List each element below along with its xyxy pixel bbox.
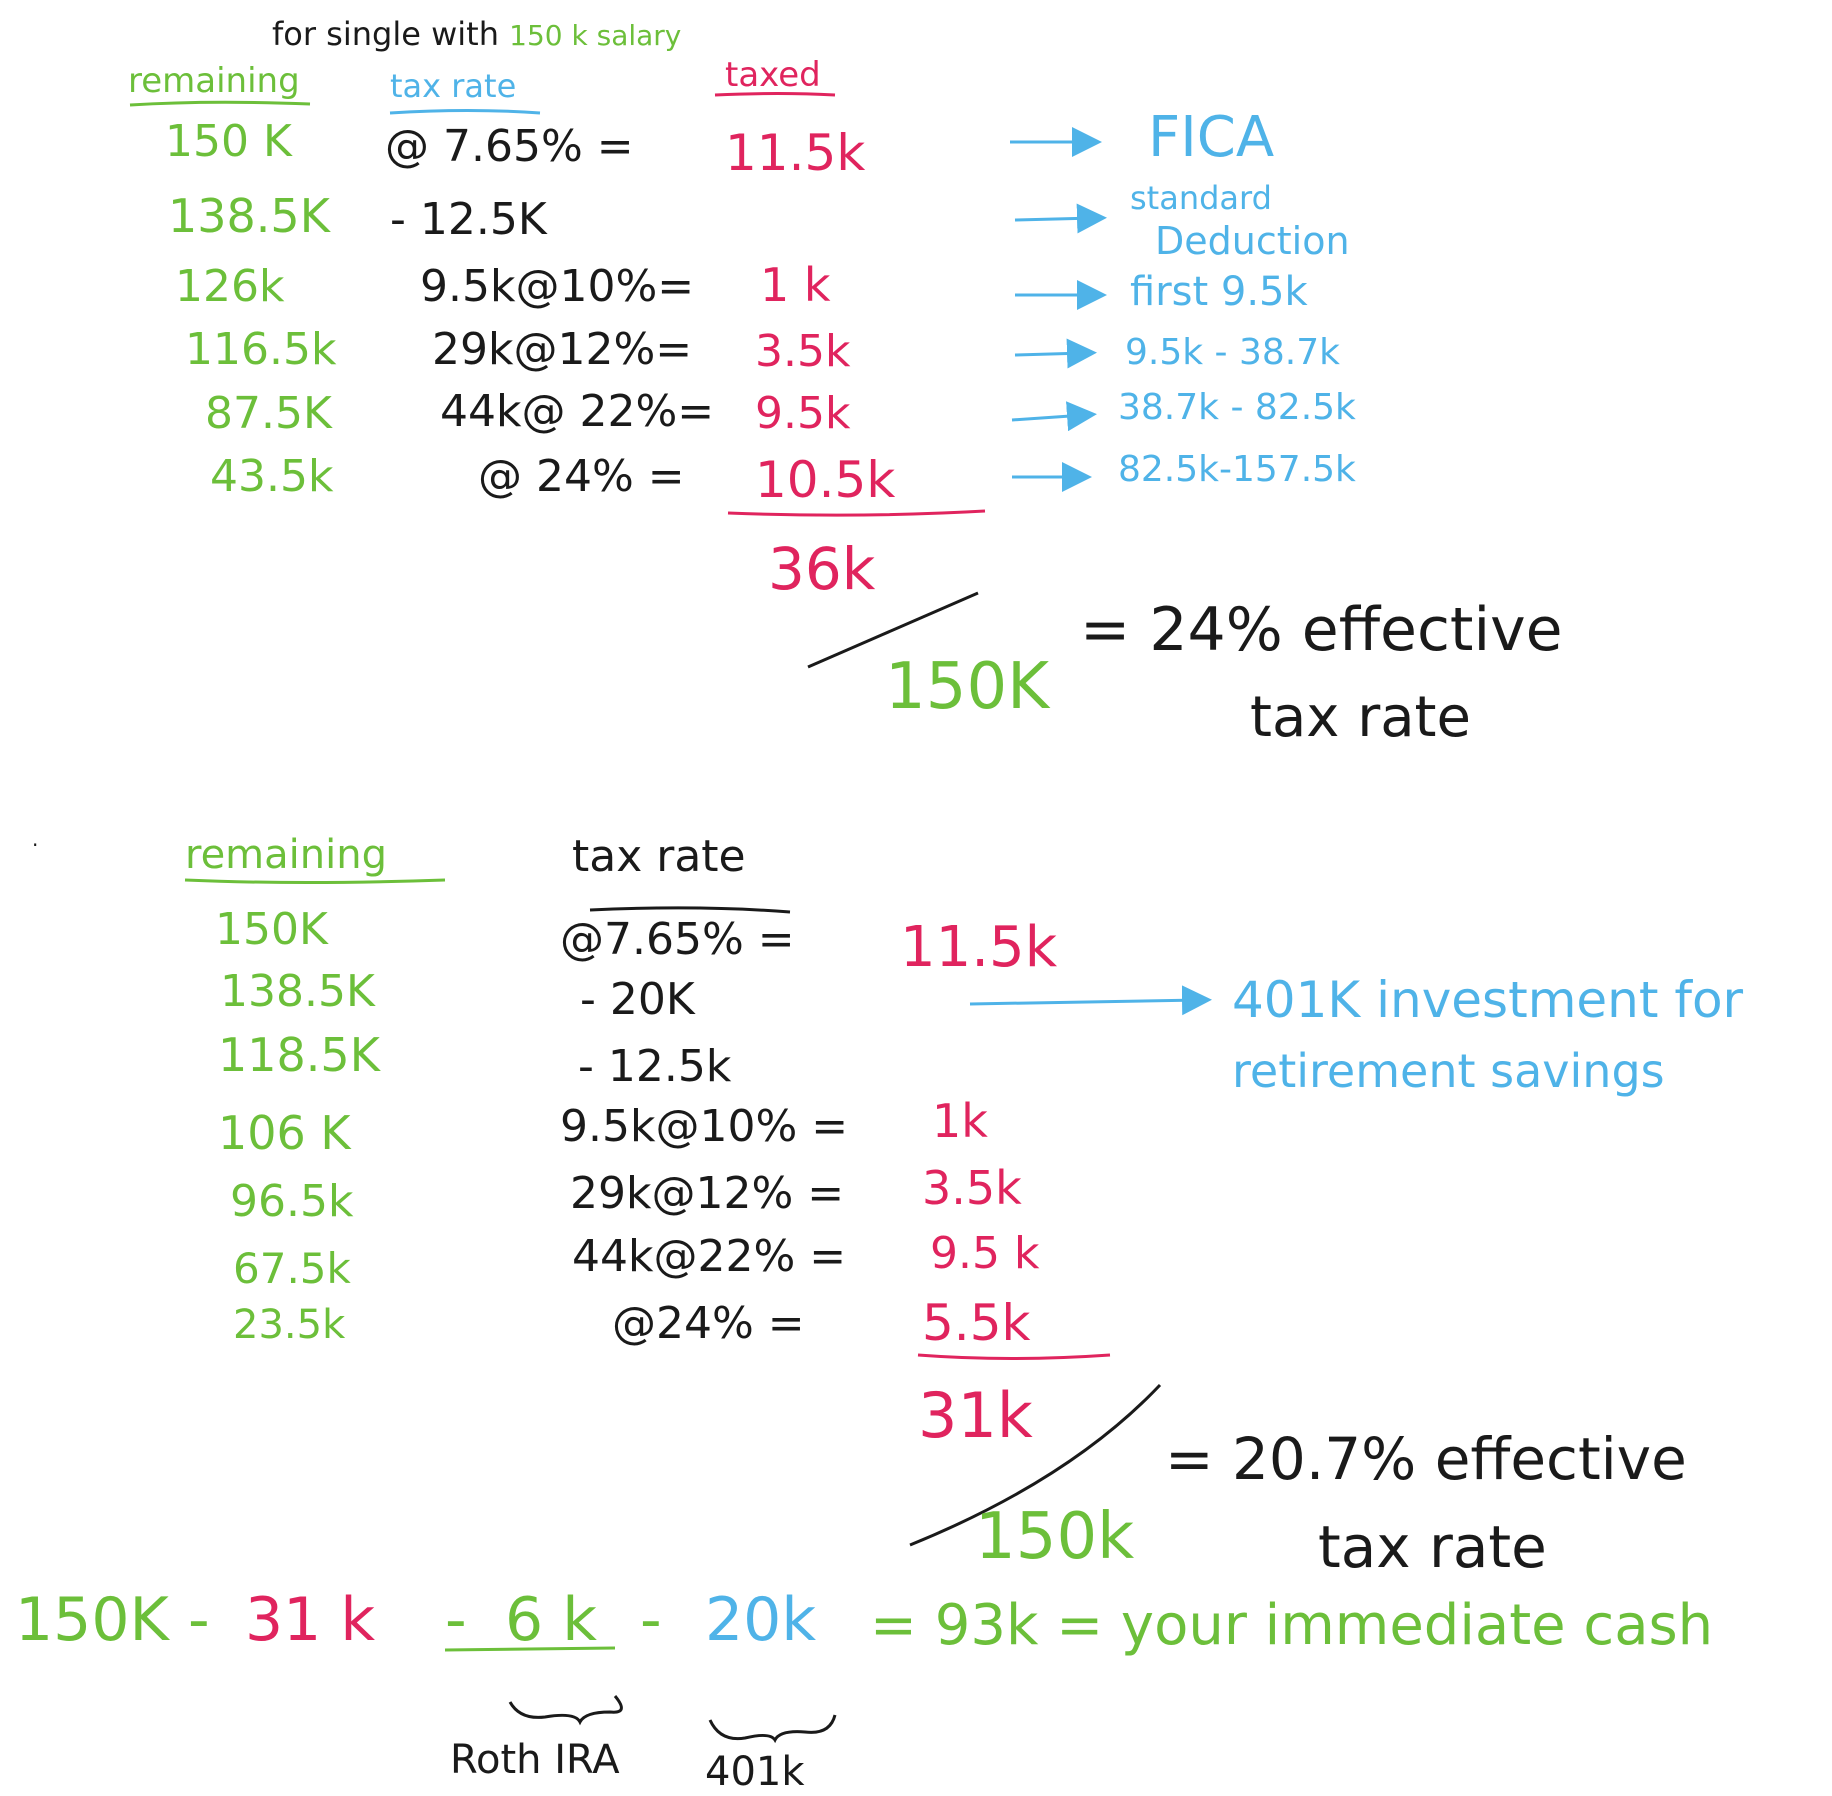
top-remaining-2: 126k bbox=[175, 261, 285, 312]
bottom-taxed-2: 3.5k bbox=[922, 1161, 1022, 1215]
underline-taxrate-top bbox=[389, 109, 541, 115]
top-note-fica: FICA bbox=[1148, 105, 1275, 170]
top-rate-2: 9.5k@10%= bbox=[420, 261, 695, 312]
stray-dot: · bbox=[32, 833, 39, 857]
top-denominator: 150K bbox=[885, 650, 1050, 724]
top-remaining-0: 150 K bbox=[165, 116, 292, 167]
top-note-first: first 9.5k bbox=[1130, 269, 1308, 315]
top-remaining-5: 43.5k bbox=[210, 451, 334, 502]
top-note-bracket4: 82.5k-157.5k bbox=[1118, 449, 1356, 490]
top-result-line2: tax rate bbox=[1250, 685, 1471, 750]
bottom-rate-5: 44k@22% = bbox=[572, 1231, 847, 1282]
bottom-taxed-0: 11.5k bbox=[900, 915, 1058, 980]
top-taxed-1: 1 k bbox=[760, 258, 831, 312]
bottom-taxed-3: 9.5 k bbox=[930, 1228, 1040, 1279]
top-rate-1: - 12.5K bbox=[390, 194, 547, 245]
top-taxed-3: 9.5k bbox=[755, 388, 851, 439]
equation-401k-label: 401k bbox=[705, 1749, 805, 1795]
top-header-taxrate: tax rate bbox=[390, 67, 517, 105]
top-note-standard: standard bbox=[1130, 179, 1272, 217]
top-taxed-2: 3.5k bbox=[755, 326, 851, 377]
bottom-remaining-0: 150K bbox=[215, 904, 328, 955]
sum-bar-top bbox=[727, 509, 986, 517]
underline-remaining-bottom bbox=[184, 878, 446, 884]
top-rate-0: @ 7.65% = bbox=[385, 121, 634, 172]
bottom-remaining-1: 138.5K bbox=[220, 966, 375, 1017]
bottom-rate-2: - 12.5k bbox=[578, 1041, 732, 1092]
top-total: 36k bbox=[768, 535, 876, 603]
brace-401k bbox=[708, 1714, 837, 1744]
title: for single with 150 k salary bbox=[272, 18, 681, 50]
bottom-remaining-3: 106 K bbox=[218, 1106, 351, 1160]
equation-tax: 31 k bbox=[245, 1585, 376, 1655]
bottom-remaining-5: 67.5k bbox=[233, 1244, 351, 1293]
bottom-rate-1: - 20K bbox=[580, 974, 695, 1025]
arrow-bracket3 bbox=[1011, 401, 1097, 432]
equation-roth-label: Roth IRA bbox=[450, 1737, 620, 1783]
bottom-rate-6: @24% = bbox=[612, 1298, 805, 1349]
equation-result: = 93k = your immediate cash bbox=[870, 1593, 1714, 1658]
top-note-bracket3: 38.7k - 82.5k bbox=[1118, 387, 1356, 428]
bottom-header-remaining: remaining bbox=[185, 832, 387, 878]
sum-bar-bottom bbox=[917, 1353, 1111, 1360]
arrow-bracket2 bbox=[1014, 338, 1097, 369]
bottom-rate-0: @7.65% = bbox=[560, 914, 795, 965]
top-rate-4: 44k@ 22%= bbox=[440, 386, 715, 437]
equation-minus2: - bbox=[640, 1585, 662, 1655]
arrow-401k bbox=[969, 985, 1212, 1016]
bottom-total: 31k bbox=[918, 1379, 1033, 1452]
bottom-remaining-4: 96.5k bbox=[230, 1176, 354, 1227]
bottom-header-taxrate: tax rate bbox=[572, 831, 746, 882]
title-highlight: 150 k salary bbox=[509, 19, 682, 52]
top-remaining-4: 87.5K bbox=[205, 388, 332, 439]
underline-remaining-top bbox=[129, 100, 311, 107]
top-note-deduction: Deduction bbox=[1155, 219, 1350, 263]
bottom-taxed-4: 5.5k bbox=[922, 1294, 1031, 1352]
equation-salary: 150K - bbox=[15, 1585, 210, 1655]
underline-taxrate-bottom bbox=[589, 906, 791, 914]
top-rate-5: @ 24% = bbox=[478, 451, 685, 502]
arrow-standard bbox=[1014, 203, 1107, 234]
top-header-remaining: remaining bbox=[128, 61, 300, 101]
bottom-note-line2: retirement savings bbox=[1232, 1044, 1665, 1098]
bottom-remaining-6: 23.5k bbox=[233, 1302, 346, 1348]
top-taxed-4: 10.5k bbox=[755, 451, 896, 509]
equation-roth: 6 k bbox=[505, 1585, 597, 1655]
bottom-taxed-1: 1k bbox=[932, 1094, 988, 1148]
bottom-denominator: 150k bbox=[975, 1500, 1135, 1574]
equation-401k: 20k bbox=[705, 1585, 817, 1655]
top-result-line1: = 24% effective bbox=[1080, 595, 1563, 665]
top-header-taxed: taxed bbox=[725, 55, 821, 95]
equation-minus1: - bbox=[445, 1585, 467, 1655]
bottom-remaining-2: 118.5K bbox=[218, 1028, 380, 1082]
top-remaining-3: 116.5k bbox=[185, 324, 337, 375]
top-taxed-0: 11.5k bbox=[725, 124, 866, 182]
bottom-rate-3: 9.5k@10% = bbox=[560, 1101, 849, 1152]
bottom-result-line2: tax rate bbox=[1318, 1513, 1547, 1581]
top-rate-3: 29k@12%= bbox=[432, 324, 693, 375]
bottom-note-line1: 401K investment for bbox=[1232, 971, 1744, 1029]
bottom-rate-4: 29k@12% = bbox=[570, 1168, 845, 1219]
top-note-bracket2: 9.5k - 38.7k bbox=[1125, 332, 1340, 373]
bottom-result-line1: = 20.7% effective bbox=[1165, 1425, 1687, 1493]
title-prefix: for single with bbox=[272, 15, 499, 53]
top-remaining-1: 138.5K bbox=[168, 189, 330, 243]
brace-roth bbox=[508, 1695, 623, 1726]
